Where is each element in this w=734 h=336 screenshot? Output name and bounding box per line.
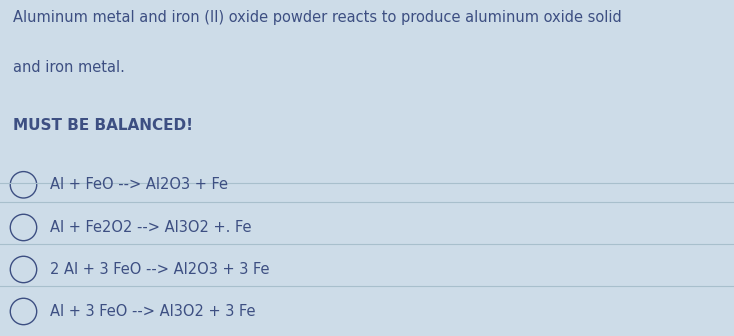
Text: Al + FeO --> Al2O3 + Fe: Al + FeO --> Al2O3 + Fe: [50, 177, 228, 192]
Text: MUST BE BALANCED!: MUST BE BALANCED!: [13, 118, 193, 133]
Text: 2 Al + 3 FeO --> Al2O3 + 3 Fe: 2 Al + 3 FeO --> Al2O3 + 3 Fe: [50, 262, 269, 277]
Text: and iron metal.: and iron metal.: [13, 60, 125, 76]
Text: Aluminum metal and iron (II) oxide powder reacts to produce aluminum oxide solid: Aluminum metal and iron (II) oxide powde…: [13, 10, 622, 25]
Text: Al + 3 FeO --> Al3O2 + 3 Fe: Al + 3 FeO --> Al3O2 + 3 Fe: [50, 304, 255, 319]
Text: Al + Fe2O2 --> Al3O2 +. Fe: Al + Fe2O2 --> Al3O2 +. Fe: [50, 220, 252, 235]
